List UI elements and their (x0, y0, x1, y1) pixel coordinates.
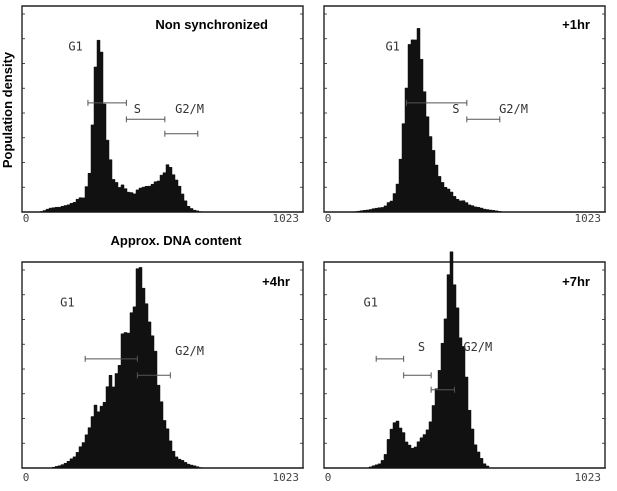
histogram-panel-7hr: G1 S G2/M +7hr 0 1023 (323, 251, 606, 484)
phase-label: G1 (60, 295, 74, 309)
histogram-series-7hr (324, 251, 606, 469)
x-tick-label: 0 (23, 212, 30, 225)
x-tick-label: 0 (325, 212, 332, 225)
panel-title: Non synchronized (155, 17, 268, 32)
histogram-panel-4hr: G1 G2/M +4hr 0 1023 (21, 261, 304, 484)
phase-label: G1 (385, 39, 399, 53)
phase-label: G2/M (499, 102, 528, 116)
panel-title: +4hr (262, 274, 290, 289)
phase-label: S (134, 102, 141, 116)
phase-label: G2/M (175, 344, 204, 358)
histogram-panel-non-synchronized: G1 S G2/M Non synchronized 0 1023 (21, 5, 304, 225)
x-axis-label: Approx. DNA content (111, 233, 243, 248)
phase-label: G2/M (463, 340, 492, 354)
phase-label: S (418, 340, 425, 354)
panel-frame-1hr (323, 5, 606, 213)
phase-label: G1 (68, 39, 82, 53)
x-tick-label: 0 (23, 471, 30, 484)
histogram-series-4hr (22, 267, 304, 469)
histogram-series-non-synchronized (22, 39, 304, 213)
x-tick-label: 1023 (273, 212, 300, 225)
panel-title: +7hr (562, 274, 590, 289)
x-tick-label: 1023 (273, 471, 300, 484)
x-tick-label: 1023 (575, 471, 602, 484)
histogram-panel-1hr: G1 S G2/M +1hr 0 1023 (323, 5, 606, 225)
phase-label: G2/M (175, 102, 204, 116)
x-tick-label: 1023 (575, 212, 602, 225)
y-axis-label: Population density (0, 51, 15, 168)
phase-label: G1 (363, 295, 377, 309)
panel-title: +1hr (562, 17, 590, 32)
phase-label: S (452, 102, 459, 116)
x-tick-label: 0 (325, 471, 332, 484)
histogram-series-1hr (324, 28, 606, 213)
